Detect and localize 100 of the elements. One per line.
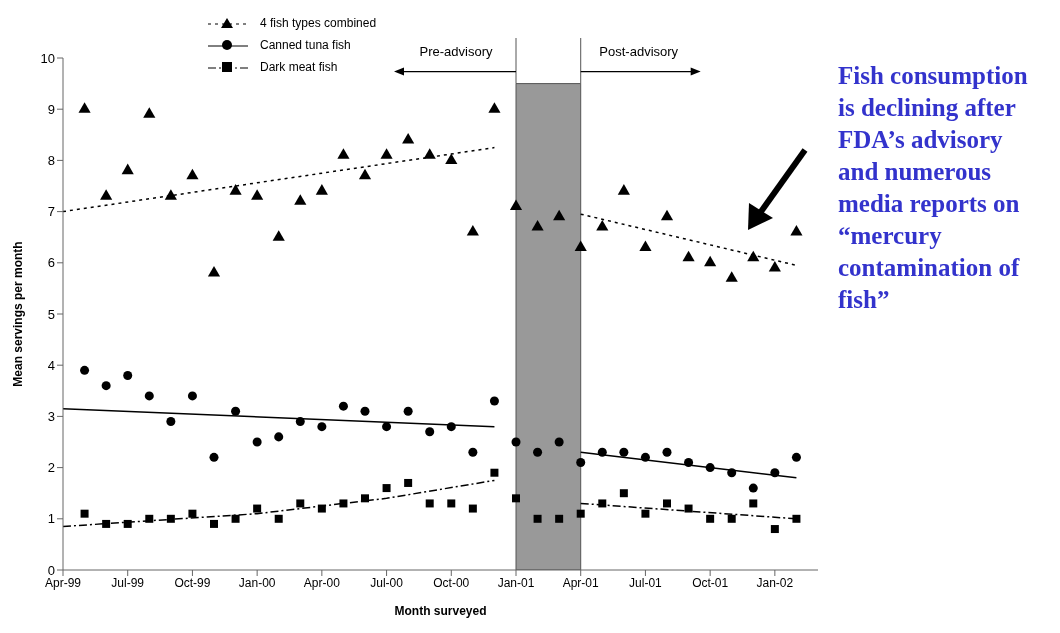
point: [80, 509, 89, 518]
point: [166, 514, 175, 523]
point: [576, 509, 585, 518]
point: [747, 250, 760, 262]
point: [100, 189, 113, 200]
point: [619, 447, 629, 457]
x-tick-label: Oct-00: [433, 575, 470, 590]
point: [597, 447, 607, 457]
point: [402, 132, 415, 144]
point: [188, 509, 197, 518]
point: [706, 514, 715, 523]
x-tick-label: Oct-99: [174, 575, 211, 590]
point: [164, 189, 177, 200]
point: [725, 271, 738, 282]
x-tick-label: Apr-00: [303, 575, 341, 590]
point: [123, 370, 133, 380]
point: [555, 514, 564, 523]
point: [598, 499, 607, 508]
point: [358, 168, 372, 180]
point: [617, 184, 630, 195]
point: [123, 519, 132, 528]
point: [380, 148, 393, 159]
point: [576, 457, 586, 467]
point: [101, 381, 111, 391]
point: [145, 514, 154, 523]
point: [748, 483, 758, 493]
point: [296, 499, 305, 508]
point: [231, 406, 241, 416]
x-tick-label: Jul-00: [370, 575, 404, 590]
point: [509, 199, 523, 210]
point: [143, 107, 156, 118]
point: [272, 230, 285, 241]
y-tick-label: 7: [47, 204, 55, 220]
x-tick-label: Jan-00: [238, 575, 276, 590]
point: [274, 514, 283, 523]
y-axis-title: Mean servings per month: [11, 241, 26, 387]
point: [425, 499, 434, 508]
point: [640, 452, 650, 462]
point: [361, 494, 369, 503]
point: [403, 406, 413, 416]
point: [768, 260, 781, 272]
y-tick-label: 8: [47, 153, 55, 169]
point: [445, 153, 458, 164]
point: [553, 209, 566, 221]
point: [466, 225, 479, 236]
point: [641, 509, 650, 518]
point: [727, 514, 736, 523]
point: [684, 457, 694, 467]
point: [749, 499, 758, 508]
point: [339, 499, 348, 508]
point: [251, 189, 264, 200]
point: [662, 447, 672, 457]
point: [425, 427, 435, 437]
point: [574, 240, 587, 251]
x-tick-label: Jul-01: [629, 575, 663, 590]
point: [317, 504, 326, 513]
point: [727, 468, 737, 478]
point: [705, 463, 715, 473]
point: [792, 514, 801, 523]
point: [489, 396, 499, 406]
point: [423, 148, 436, 159]
point: [78, 102, 91, 113]
point: [80, 365, 90, 375]
legend-label: 4 fish types combined: [260, 15, 377, 32]
point: [468, 447, 478, 457]
annotation: Pre-advisory: [419, 44, 493, 59]
point: [704, 255, 717, 267]
point: [770, 525, 779, 534]
text: Fish consumption is declining after FDA’s advisory and numerous media reports on “mercury contamination of fish”: [838, 61, 1029, 315]
point: [533, 447, 543, 457]
point: [684, 504, 693, 513]
point: [596, 219, 609, 231]
y-tick-label: 9: [47, 101, 55, 117]
point: [488, 102, 501, 113]
point: [166, 417, 176, 427]
point: [490, 468, 499, 477]
y-tick-label: 6: [47, 255, 55, 271]
point: [253, 504, 262, 513]
x-tick-label: Jan-02: [756, 575, 794, 590]
point: [619, 489, 628, 498]
y-tick-label: 5: [47, 306, 55, 322]
point: [554, 437, 564, 447]
point: [121, 163, 134, 175]
point: [382, 484, 391, 493]
point: [317, 422, 327, 432]
point: [252, 437, 262, 447]
point: [791, 452, 801, 462]
point: [639, 240, 652, 251]
point: [382, 422, 392, 432]
point: [315, 184, 328, 195]
line-series: [63, 479, 496, 528]
x-tick-label: Apr-01: [562, 575, 600, 590]
y-tick-label: 10: [40, 50, 55, 66]
point: [274, 432, 284, 442]
y-tick-label: 3: [47, 409, 55, 425]
y-tick-label: 4: [47, 357, 55, 373]
point: [468, 504, 477, 513]
point: [102, 519, 111, 528]
point: [663, 499, 671, 508]
point: [447, 499, 456, 508]
